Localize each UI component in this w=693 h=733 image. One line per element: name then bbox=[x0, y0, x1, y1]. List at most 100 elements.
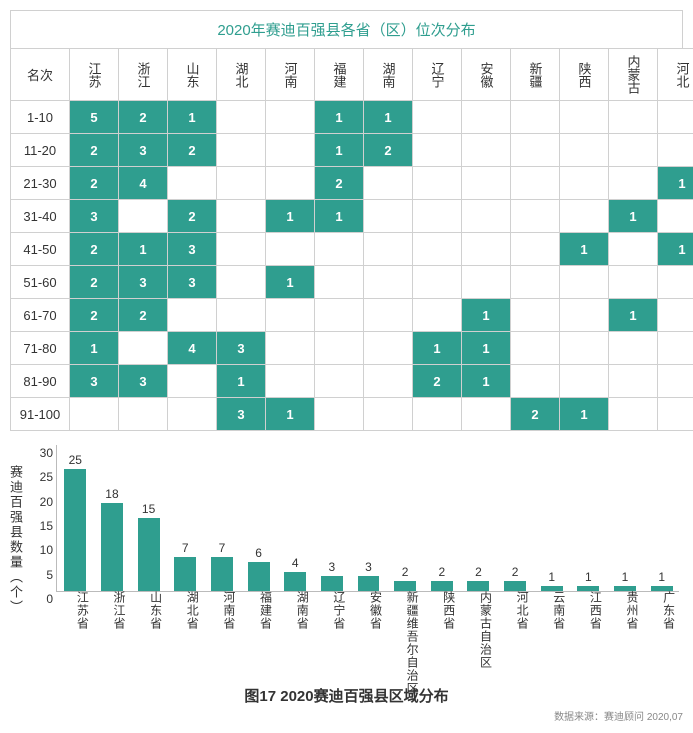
table-cell bbox=[658, 134, 693, 167]
table-cell: 3 bbox=[168, 266, 217, 299]
table-cell: 3 bbox=[217, 398, 266, 431]
table-cell bbox=[511, 101, 560, 134]
x-tick-label: 江西省 bbox=[587, 591, 604, 630]
table-cell: 4 bbox=[168, 332, 217, 365]
table-cell bbox=[462, 200, 511, 233]
table-cell: 1 bbox=[315, 101, 364, 134]
table-cell bbox=[658, 365, 693, 398]
province-header: 湖南 bbox=[364, 49, 413, 101]
bar bbox=[431, 581, 453, 591]
bar bbox=[101, 503, 123, 591]
table-cell bbox=[511, 134, 560, 167]
y-tick: 25 bbox=[27, 470, 53, 484]
table-cell: 2 bbox=[119, 299, 168, 332]
table-cell bbox=[315, 332, 364, 365]
x-tick-label: 新疆维吾尔自治区 bbox=[404, 591, 421, 695]
table-cell bbox=[658, 266, 693, 299]
table-cell bbox=[217, 200, 266, 233]
table-cell: 1 bbox=[609, 200, 658, 233]
province-header: 陕西 bbox=[560, 49, 609, 101]
bar-value-label: 3 bbox=[317, 560, 347, 574]
data-source: 数据来源：赛迪顾问 2020,07 bbox=[10, 708, 683, 723]
table-cell bbox=[462, 233, 511, 266]
table-cell bbox=[413, 200, 462, 233]
table-cell bbox=[266, 134, 315, 167]
table-cell bbox=[266, 167, 315, 200]
table-cell bbox=[315, 299, 364, 332]
table-cell bbox=[658, 299, 693, 332]
bar-value-label: 4 bbox=[280, 556, 310, 570]
x-tick-label: 湖南省 bbox=[294, 591, 311, 630]
x-tick-label: 河北省 bbox=[514, 591, 531, 630]
table-cell: 3 bbox=[168, 233, 217, 266]
bar-value-label: 2 bbox=[427, 565, 457, 579]
y-axis-label: 赛迪百强县数量（个） bbox=[6, 465, 25, 615]
rank-label: 11-20 bbox=[11, 134, 70, 167]
bar-value-label: 1 bbox=[573, 570, 603, 584]
x-tick-label: 云南省 bbox=[551, 591, 568, 630]
province-header: 辽宁 bbox=[413, 49, 462, 101]
table-cell bbox=[511, 365, 560, 398]
table-cell bbox=[364, 365, 413, 398]
table-cell: 1 bbox=[560, 233, 609, 266]
bar-value-label: 1 bbox=[537, 570, 567, 584]
table-cell bbox=[658, 200, 693, 233]
bar bbox=[321, 576, 343, 591]
bar bbox=[211, 557, 233, 591]
table-cell: 1 bbox=[462, 365, 511, 398]
table-cell bbox=[364, 200, 413, 233]
table-cell bbox=[364, 332, 413, 365]
bar bbox=[394, 581, 416, 591]
table-cell bbox=[609, 134, 658, 167]
table-cell bbox=[315, 266, 364, 299]
bar-value-label: 7 bbox=[170, 541, 200, 555]
table-cell bbox=[217, 266, 266, 299]
x-tick-label: 内蒙古自治区 bbox=[477, 591, 494, 669]
table-cell bbox=[560, 266, 609, 299]
table-cell bbox=[413, 101, 462, 134]
bar bbox=[358, 576, 380, 591]
table-cell: 2 bbox=[70, 266, 119, 299]
rank-label: 81-90 bbox=[11, 365, 70, 398]
table-cell: 1 bbox=[658, 167, 693, 200]
table-cell bbox=[413, 167, 462, 200]
bar-value-label: 2 bbox=[463, 565, 493, 579]
table-cell bbox=[462, 266, 511, 299]
table-cell bbox=[511, 200, 560, 233]
table-cell bbox=[462, 134, 511, 167]
table-cell: 1 bbox=[266, 200, 315, 233]
rank-label: 61-70 bbox=[11, 299, 70, 332]
table-cell bbox=[609, 101, 658, 134]
bar bbox=[248, 562, 270, 591]
table-cell: 1 bbox=[315, 200, 364, 233]
table-cell bbox=[560, 332, 609, 365]
bar bbox=[467, 581, 489, 591]
table-cell bbox=[560, 167, 609, 200]
table-cell bbox=[609, 167, 658, 200]
table-cell: 1 bbox=[609, 299, 658, 332]
table-cell bbox=[119, 398, 168, 431]
x-tick-label: 浙江省 bbox=[111, 591, 128, 630]
table-cell: 5 bbox=[70, 101, 119, 134]
rank-label: 51-60 bbox=[11, 266, 70, 299]
table-cell: 2 bbox=[168, 134, 217, 167]
bar-value-label: 15 bbox=[134, 502, 164, 516]
table-cell: 1 bbox=[266, 398, 315, 431]
bar-value-label: 25 bbox=[60, 453, 90, 467]
table-cell bbox=[266, 233, 315, 266]
table-cell bbox=[217, 167, 266, 200]
bar bbox=[284, 572, 306, 591]
x-tick-label: 山东省 bbox=[148, 591, 165, 630]
table-cell bbox=[462, 167, 511, 200]
table-cell bbox=[168, 365, 217, 398]
table-cell: 2 bbox=[364, 134, 413, 167]
table-cell: 1 bbox=[168, 101, 217, 134]
table-cell bbox=[364, 233, 413, 266]
table-cell bbox=[119, 332, 168, 365]
table-cell: 4 bbox=[119, 167, 168, 200]
table-cell bbox=[119, 200, 168, 233]
table-cell bbox=[217, 101, 266, 134]
table-cell: 1 bbox=[119, 233, 168, 266]
bar bbox=[138, 518, 160, 591]
table-cell bbox=[217, 134, 266, 167]
